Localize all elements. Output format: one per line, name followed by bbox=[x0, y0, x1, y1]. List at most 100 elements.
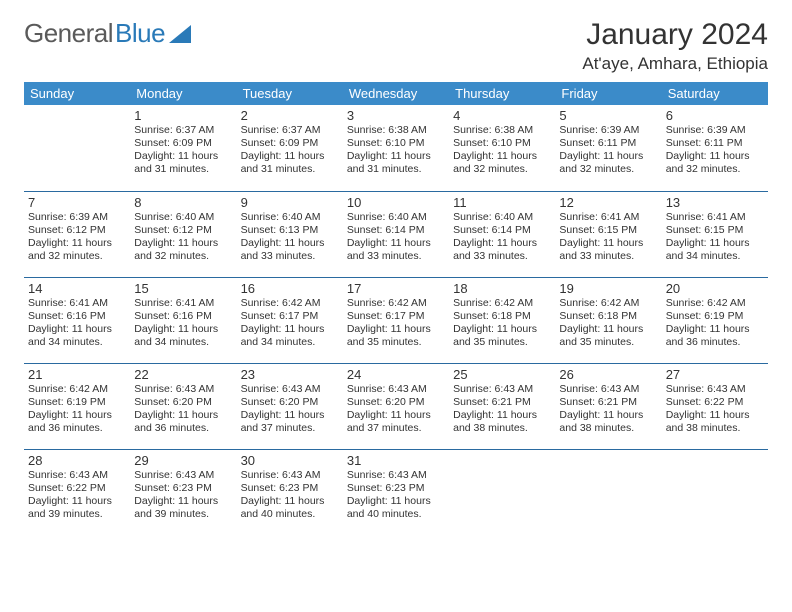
day-number: 4 bbox=[453, 108, 551, 123]
calendar-day: 25Sunrise: 6:43 AMSunset: 6:21 PMDayligh… bbox=[449, 363, 555, 449]
day-details: Sunrise: 6:42 AMSunset: 6:18 PMDaylight:… bbox=[453, 297, 551, 350]
calendar-day: 26Sunrise: 6:43 AMSunset: 6:21 PMDayligh… bbox=[555, 363, 661, 449]
day-number: 25 bbox=[453, 367, 551, 382]
day-number: 21 bbox=[28, 367, 126, 382]
day-details: Sunrise: 6:42 AMSunset: 6:17 PMDaylight:… bbox=[241, 297, 339, 350]
day-header: Tuesday bbox=[237, 82, 343, 105]
day-details: Sunrise: 6:41 AMSunset: 6:16 PMDaylight:… bbox=[28, 297, 126, 350]
calendar-day: 10Sunrise: 6:40 AMSunset: 6:14 PMDayligh… bbox=[343, 191, 449, 277]
day-number: 6 bbox=[666, 108, 764, 123]
day-number: 5 bbox=[559, 108, 657, 123]
calendar-day: 1Sunrise: 6:37 AMSunset: 6:09 PMDaylight… bbox=[130, 105, 236, 191]
day-details: Sunrise: 6:39 AMSunset: 6:12 PMDaylight:… bbox=[28, 211, 126, 264]
day-details: Sunrise: 6:40 AMSunset: 6:13 PMDaylight:… bbox=[241, 211, 339, 264]
day-number: 12 bbox=[559, 195, 657, 210]
brand-logo: GeneralBlue bbox=[24, 18, 191, 49]
calendar-week: 7Sunrise: 6:39 AMSunset: 6:12 PMDaylight… bbox=[24, 191, 768, 277]
calendar-day: 5Sunrise: 6:39 AMSunset: 6:11 PMDaylight… bbox=[555, 105, 661, 191]
day-header: Friday bbox=[555, 82, 661, 105]
day-details: Sunrise: 6:43 AMSunset: 6:23 PMDaylight:… bbox=[134, 469, 232, 522]
day-number: 31 bbox=[347, 453, 445, 468]
day-number: 7 bbox=[28, 195, 126, 210]
calendar-body: 1Sunrise: 6:37 AMSunset: 6:09 PMDaylight… bbox=[24, 105, 768, 535]
day-number: 15 bbox=[134, 281, 232, 296]
month-title: January 2024 bbox=[582, 18, 768, 52]
calendar-day: 16Sunrise: 6:42 AMSunset: 6:17 PMDayligh… bbox=[237, 277, 343, 363]
day-details: Sunrise: 6:41 AMSunset: 6:15 PMDaylight:… bbox=[559, 211, 657, 264]
calendar-week: 1Sunrise: 6:37 AMSunset: 6:09 PMDaylight… bbox=[24, 105, 768, 191]
day-header: Sunday bbox=[24, 82, 130, 105]
day-number: 16 bbox=[241, 281, 339, 296]
location-text: At'aye, Amhara, Ethiopia bbox=[582, 54, 768, 74]
calendar-day: 6Sunrise: 6:39 AMSunset: 6:11 PMDaylight… bbox=[662, 105, 768, 191]
day-details: Sunrise: 6:38 AMSunset: 6:10 PMDaylight:… bbox=[453, 124, 551, 177]
calendar-week: 28Sunrise: 6:43 AMSunset: 6:22 PMDayligh… bbox=[24, 449, 768, 535]
calendar-day: 8Sunrise: 6:40 AMSunset: 6:12 PMDaylight… bbox=[130, 191, 236, 277]
day-header: Monday bbox=[130, 82, 236, 105]
brand-part2: Blue bbox=[115, 18, 165, 49]
header: GeneralBlue January 2024 At'aye, Amhara,… bbox=[24, 18, 768, 74]
day-number: 28 bbox=[28, 453, 126, 468]
day-details: Sunrise: 6:42 AMSunset: 6:19 PMDaylight:… bbox=[666, 297, 764, 350]
day-number: 27 bbox=[666, 367, 764, 382]
day-details: Sunrise: 6:42 AMSunset: 6:19 PMDaylight:… bbox=[28, 383, 126, 436]
day-header: Thursday bbox=[449, 82, 555, 105]
day-number: 8 bbox=[134, 195, 232, 210]
day-details: Sunrise: 6:43 AMSunset: 6:20 PMDaylight:… bbox=[241, 383, 339, 436]
day-details: Sunrise: 6:39 AMSunset: 6:11 PMDaylight:… bbox=[666, 124, 764, 177]
calendar-week: 14Sunrise: 6:41 AMSunset: 6:16 PMDayligh… bbox=[24, 277, 768, 363]
calendar-day: 19Sunrise: 6:42 AMSunset: 6:18 PMDayligh… bbox=[555, 277, 661, 363]
calendar-day: 24Sunrise: 6:43 AMSunset: 6:20 PMDayligh… bbox=[343, 363, 449, 449]
calendar-day: 17Sunrise: 6:42 AMSunset: 6:17 PMDayligh… bbox=[343, 277, 449, 363]
day-number: 30 bbox=[241, 453, 339, 468]
calendar-table: SundayMondayTuesdayWednesdayThursdayFrid… bbox=[24, 82, 768, 535]
day-header: Saturday bbox=[662, 82, 768, 105]
day-details: Sunrise: 6:43 AMSunset: 6:20 PMDaylight:… bbox=[347, 383, 445, 436]
day-details: Sunrise: 6:43 AMSunset: 6:23 PMDaylight:… bbox=[347, 469, 445, 522]
day-details: Sunrise: 6:40 AMSunset: 6:14 PMDaylight:… bbox=[347, 211, 445, 264]
day-details: Sunrise: 6:43 AMSunset: 6:22 PMDaylight:… bbox=[28, 469, 126, 522]
logo-triangle-icon bbox=[169, 25, 191, 43]
calendar-day: 14Sunrise: 6:41 AMSunset: 6:16 PMDayligh… bbox=[24, 277, 130, 363]
calendar-day: 13Sunrise: 6:41 AMSunset: 6:15 PMDayligh… bbox=[662, 191, 768, 277]
day-number: 22 bbox=[134, 367, 232, 382]
day-details: Sunrise: 6:38 AMSunset: 6:10 PMDaylight:… bbox=[347, 124, 445, 177]
calendar-day: 29Sunrise: 6:43 AMSunset: 6:23 PMDayligh… bbox=[130, 449, 236, 535]
day-details: Sunrise: 6:42 AMSunset: 6:17 PMDaylight:… bbox=[347, 297, 445, 350]
day-number: 17 bbox=[347, 281, 445, 296]
calendar-page: GeneralBlue January 2024 At'aye, Amhara,… bbox=[0, 0, 792, 553]
day-details: Sunrise: 6:43 AMSunset: 6:23 PMDaylight:… bbox=[241, 469, 339, 522]
day-number: 23 bbox=[241, 367, 339, 382]
day-details: Sunrise: 6:43 AMSunset: 6:21 PMDaylight:… bbox=[453, 383, 551, 436]
day-details: Sunrise: 6:40 AMSunset: 6:12 PMDaylight:… bbox=[134, 211, 232, 264]
day-details: Sunrise: 6:41 AMSunset: 6:16 PMDaylight:… bbox=[134, 297, 232, 350]
day-number: 18 bbox=[453, 281, 551, 296]
title-block: January 2024 At'aye, Amhara, Ethiopia bbox=[582, 18, 768, 74]
day-details: Sunrise: 6:39 AMSunset: 6:11 PMDaylight:… bbox=[559, 124, 657, 177]
day-number: 11 bbox=[453, 195, 551, 210]
day-details: Sunrise: 6:40 AMSunset: 6:14 PMDaylight:… bbox=[453, 211, 551, 264]
day-number: 29 bbox=[134, 453, 232, 468]
calendar-day: 22Sunrise: 6:43 AMSunset: 6:20 PMDayligh… bbox=[130, 363, 236, 449]
calendar-day: 28Sunrise: 6:43 AMSunset: 6:22 PMDayligh… bbox=[24, 449, 130, 535]
calendar-day: 4Sunrise: 6:38 AMSunset: 6:10 PMDaylight… bbox=[449, 105, 555, 191]
calendar-day: 30Sunrise: 6:43 AMSunset: 6:23 PMDayligh… bbox=[237, 449, 343, 535]
calendar-day: 20Sunrise: 6:42 AMSunset: 6:19 PMDayligh… bbox=[662, 277, 768, 363]
day-number: 9 bbox=[241, 195, 339, 210]
day-number: 26 bbox=[559, 367, 657, 382]
calendar-day: 27Sunrise: 6:43 AMSunset: 6:22 PMDayligh… bbox=[662, 363, 768, 449]
day-details: Sunrise: 6:37 AMSunset: 6:09 PMDaylight:… bbox=[134, 124, 232, 177]
calendar-day-empty bbox=[449, 449, 555, 535]
day-details: Sunrise: 6:42 AMSunset: 6:18 PMDaylight:… bbox=[559, 297, 657, 350]
calendar-day: 12Sunrise: 6:41 AMSunset: 6:15 PMDayligh… bbox=[555, 191, 661, 277]
day-number: 10 bbox=[347, 195, 445, 210]
calendar-day: 7Sunrise: 6:39 AMSunset: 6:12 PMDaylight… bbox=[24, 191, 130, 277]
calendar-day: 3Sunrise: 6:38 AMSunset: 6:10 PMDaylight… bbox=[343, 105, 449, 191]
day-details: Sunrise: 6:43 AMSunset: 6:21 PMDaylight:… bbox=[559, 383, 657, 436]
calendar-day-empty bbox=[555, 449, 661, 535]
day-number: 19 bbox=[559, 281, 657, 296]
day-number: 14 bbox=[28, 281, 126, 296]
day-number: 24 bbox=[347, 367, 445, 382]
calendar-day: 23Sunrise: 6:43 AMSunset: 6:20 PMDayligh… bbox=[237, 363, 343, 449]
day-details: Sunrise: 6:43 AMSunset: 6:22 PMDaylight:… bbox=[666, 383, 764, 436]
